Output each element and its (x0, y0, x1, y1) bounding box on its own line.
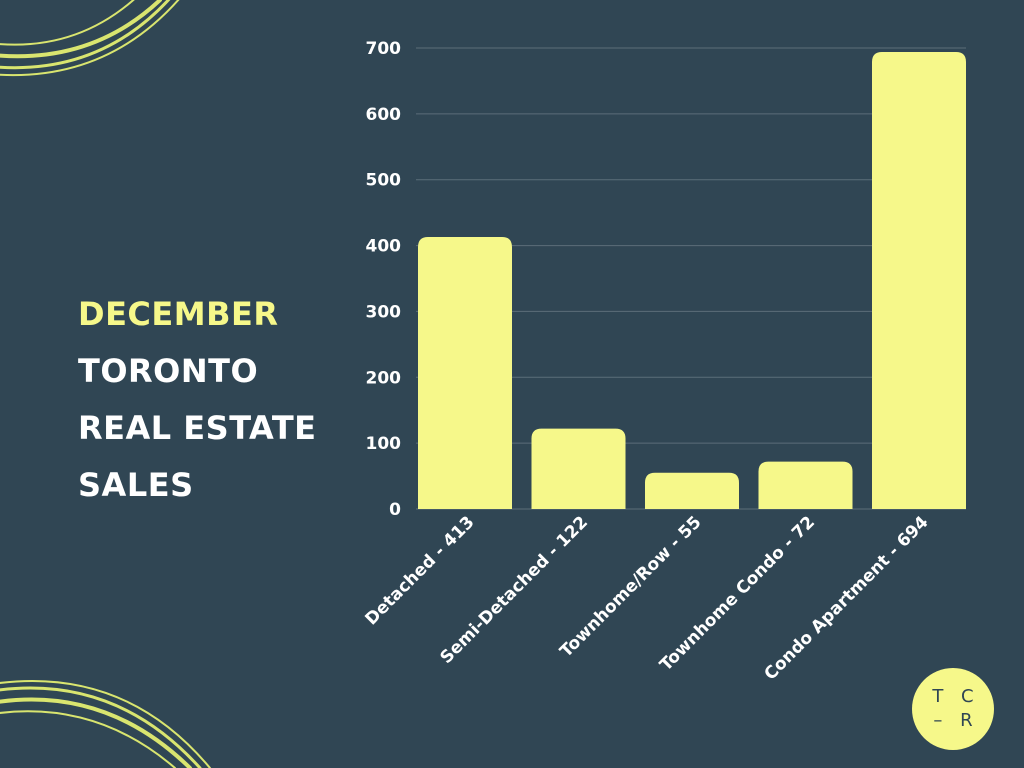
bar-3 (758, 461, 853, 509)
y-tick-label: 400 (366, 237, 402, 257)
chart-heading: DECEMBER TORONTO REAL ESTATE SALES (78, 286, 317, 514)
heading-sales: SALES (78, 466, 194, 504)
heading-month: DECEMBER (78, 295, 279, 333)
logo-line-1: T C (932, 686, 980, 707)
bar-4 (872, 51, 966, 510)
bar-0 (418, 237, 512, 509)
bar-2 (645, 472, 739, 509)
top-left-arc (0, 0, 180, 77)
y-tick-label: 0 (389, 500, 401, 520)
heading-city: TORONTO (78, 352, 259, 390)
y-tick-label: 300 (366, 302, 402, 322)
tcr-logo: T C – R (912, 668, 994, 750)
y-tick-label: 600 (366, 105, 402, 125)
y-axis-ticks: 0 100 200 300 400 500 600 700 (366, 39, 402, 520)
y-tick-label: 700 (366, 39, 402, 59)
bars (418, 51, 966, 510)
bar-1 (531, 428, 626, 509)
x-category-label: Detached - 413 (362, 512, 479, 629)
y-tick-label: 200 (366, 368, 402, 388)
y-tick-label: 500 (366, 171, 402, 191)
logo-line-2: – R (933, 710, 979, 731)
y-tick-label: 100 (366, 434, 402, 454)
bottom-left-arc (0, 679, 211, 768)
heading-subject: REAL ESTATE (78, 409, 317, 447)
